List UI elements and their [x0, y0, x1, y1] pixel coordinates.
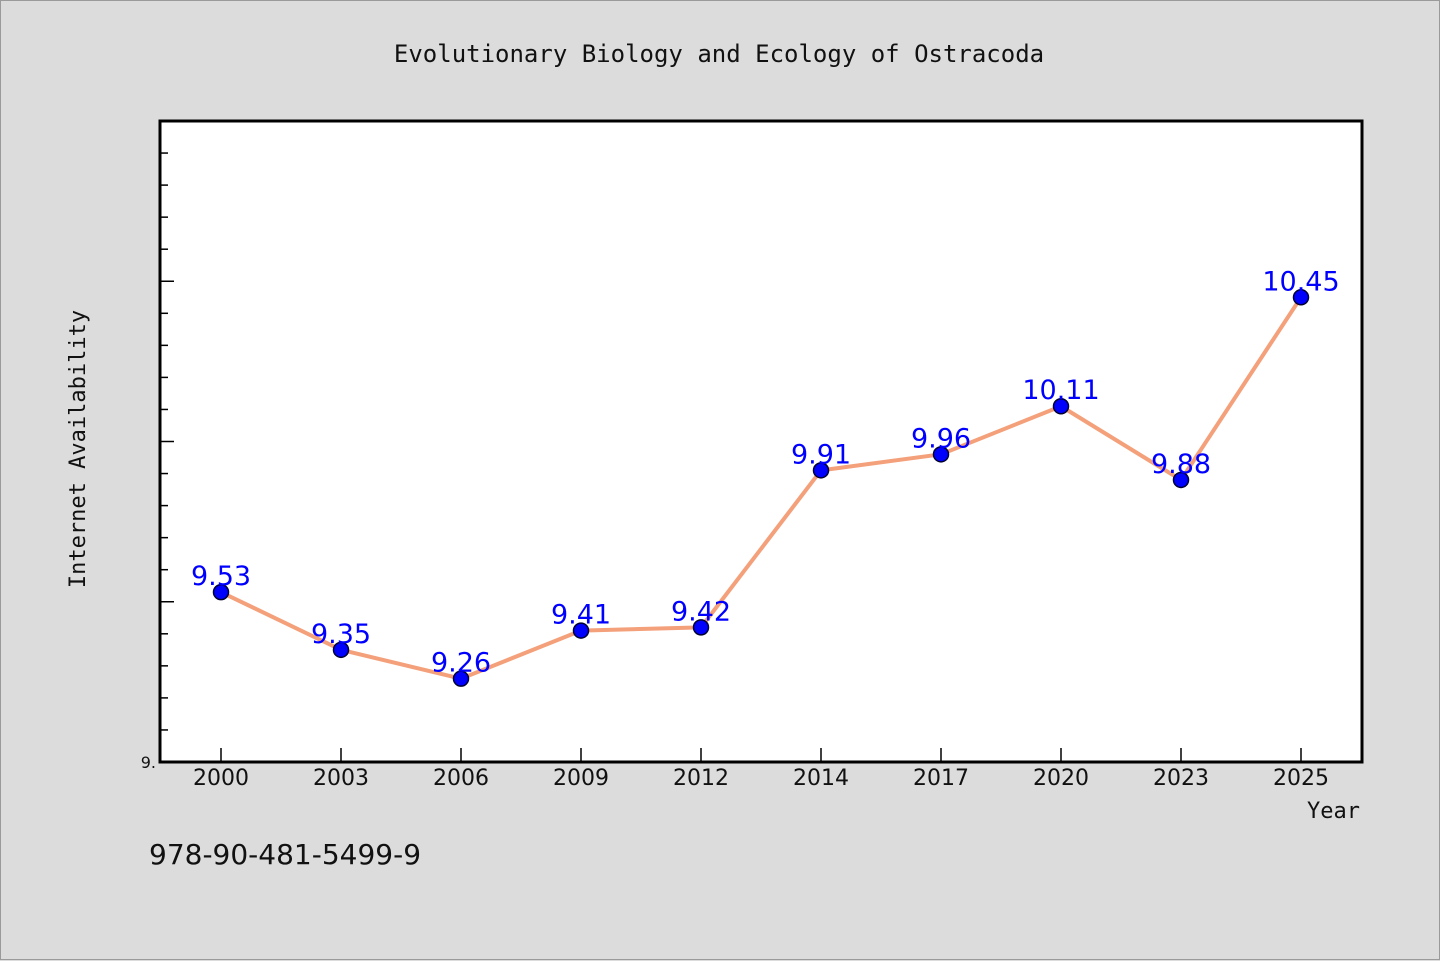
x-axis-tick-labels: 2000 2003 2006 2009 2012 2014 2017 2020 2023 2025 [193, 766, 1329, 791]
x-axis-ticks [220, 748, 1302, 762]
x-tick-label: 2003 [313, 766, 369, 791]
x-tick-label: 2006 [433, 766, 489, 791]
data-point [692, 619, 710, 636]
plot-area [158, 119, 1364, 764]
isbn-footer: 978-90-481-5499-9 [149, 838, 421, 871]
data-point [452, 670, 470, 687]
y-tick-label: 9. [141, 753, 156, 772]
series-markers [212, 289, 1310, 687]
data-point [932, 446, 950, 463]
x-tick-label: 2025 [1273, 766, 1329, 791]
data-label: 9.53 [191, 561, 251, 592]
data-label: 9.26 [431, 648, 491, 679]
data-point [212, 583, 230, 601]
data-label: 9.41 [551, 600, 611, 631]
y-axis-ticks [160, 152, 174, 731]
data-label: 9.96 [911, 423, 971, 454]
data-label: 9.88 [1151, 449, 1211, 480]
data-label: 9.42 [671, 596, 731, 627]
data-point [572, 622, 590, 639]
data-point [332, 641, 350, 659]
x-tick-label: 2020 [1033, 766, 1089, 791]
data-label: 9.35 [311, 619, 371, 650]
x-tick-label: 2009 [553, 766, 609, 791]
y-axis-tick-labels: 9. [141, 753, 156, 772]
data-label: 9.91 [791, 439, 851, 470]
series-line [220, 296, 1303, 681]
data-point [1292, 289, 1310, 306]
y-axis-label: Internet Availability [66, 310, 91, 588]
x-axis-label: Year [1307, 799, 1360, 824]
x-tick-label: 2000 [193, 766, 249, 791]
x-tick-label: 2012 [673, 766, 729, 791]
x-tick-label: 2014 [793, 766, 849, 791]
chart-title: Evolutionary Biology and Ecology of Ostr… [394, 40, 1044, 68]
data-point [812, 462, 830, 479]
data-labels: 9.53 9.35 9.26 9.41 9.42 9.91 9.96 10.11 9.88 10.… [191, 266, 1340, 678]
data-point [1172, 471, 1190, 489]
data-label: 10.45 [1262, 266, 1339, 297]
data-point [1052, 397, 1070, 415]
x-tick-label: 2017 [913, 766, 969, 791]
data-label: 10.11 [1022, 375, 1099, 406]
x-tick-label: 2023 [1153, 766, 1209, 791]
